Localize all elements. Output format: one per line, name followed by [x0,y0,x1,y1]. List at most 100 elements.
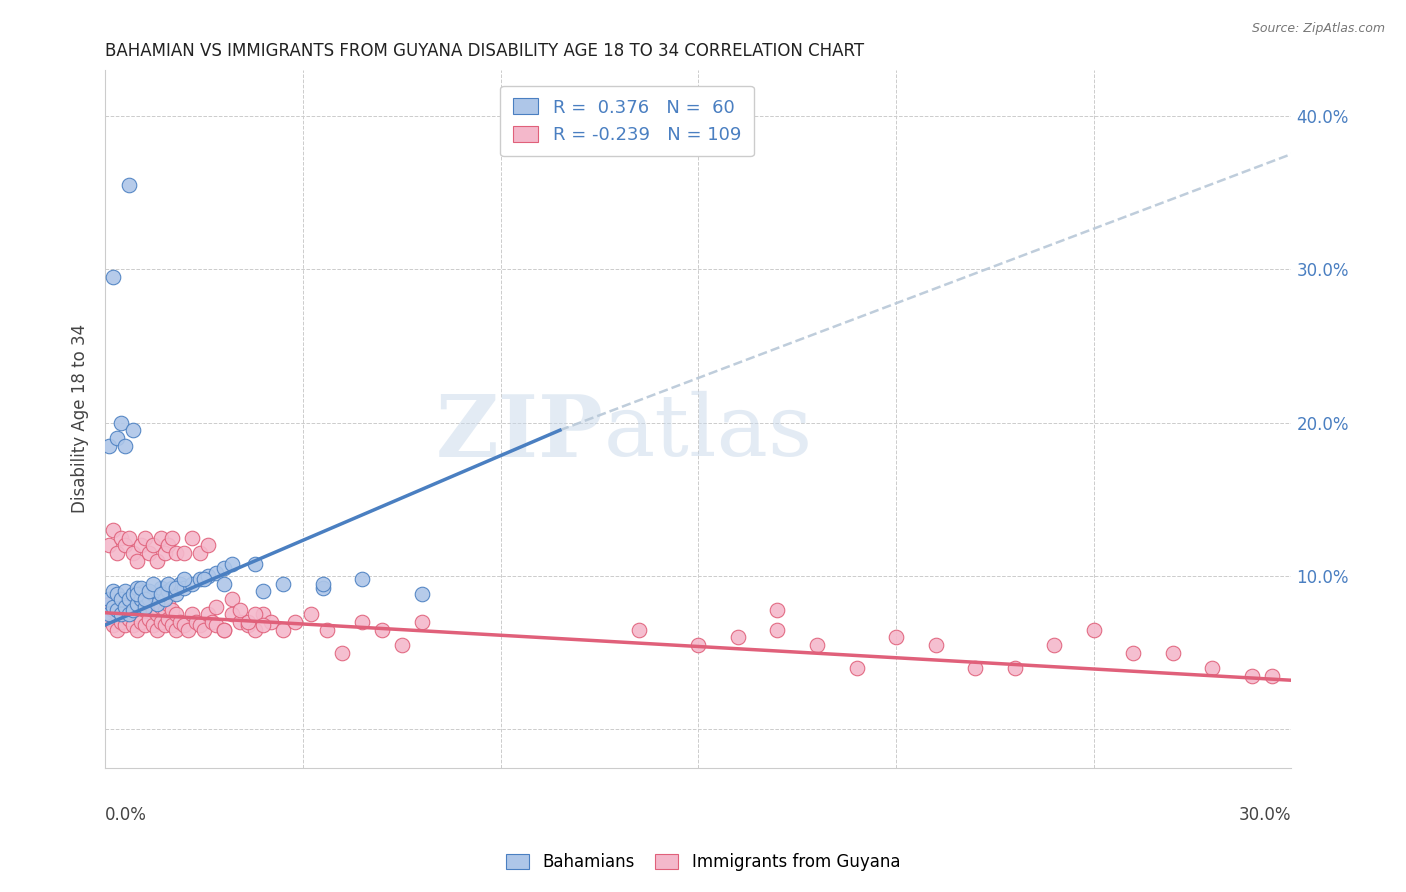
Point [101,599,124,614]
Point [157,584,180,599]
Legend: Bahamians, Immigrants from Guyana: Bahamians, Immigrants from Guyana [498,845,908,880]
Point [173,618,195,632]
Point [212,623,235,637]
Point [105,431,128,445]
Point [205,599,228,614]
Point [806,638,828,652]
Point [110,599,132,614]
Point [101,523,124,537]
Point [134,599,156,614]
Point [236,615,259,629]
Point [252,618,274,632]
Point [965,661,987,675]
Point [162,531,184,545]
Point [138,591,160,606]
Point [98,438,121,452]
Point [98,612,121,626]
Point [122,423,145,437]
Point [162,581,184,595]
Point [212,576,235,591]
Point [157,612,180,626]
Point [114,584,136,599]
Point [193,623,215,637]
Text: atlas: atlas [603,391,813,475]
Point [162,603,184,617]
Point [149,599,172,614]
Point [157,576,180,591]
Text: 30.0%: 30.0% [1239,806,1292,824]
Point [197,538,219,552]
Point [114,599,136,614]
Point [134,591,156,606]
Point [105,607,128,622]
Point [110,607,132,622]
Point [181,531,204,545]
Point [98,607,121,622]
Point [165,623,187,637]
Point [129,581,152,595]
Point [315,623,337,637]
Point [142,603,165,617]
Point [98,591,121,606]
Point [165,581,187,595]
Point [173,581,195,595]
Point [236,618,259,632]
Point [1122,646,1144,660]
Point [165,607,187,622]
Point [188,618,211,632]
Point [118,531,141,545]
Point [371,623,394,637]
Point [212,623,235,637]
Point [118,607,141,622]
Point [177,623,200,637]
Point [125,623,148,637]
Point [727,630,749,644]
Point [145,553,167,567]
Point [162,618,184,632]
Point [149,615,172,629]
Point [188,546,211,560]
Point [228,615,250,629]
Point [138,584,160,599]
Point [134,618,156,632]
Point [186,615,208,629]
Point [221,591,243,606]
Point [165,546,187,560]
Point [145,607,167,622]
Point [169,615,191,629]
Point [153,591,176,606]
Point [118,612,141,626]
Point [845,661,868,675]
Point [105,603,128,617]
Point [149,587,172,601]
Point [352,572,374,586]
Point [312,576,335,591]
Point [1083,623,1105,637]
Point [118,597,141,611]
Point [884,630,907,644]
Point [134,603,156,617]
Point [122,618,145,632]
Point [110,416,132,430]
Point [1043,638,1066,652]
Point [122,603,145,617]
Point [125,553,148,567]
Point [125,597,148,611]
Point [1240,668,1263,682]
Point [627,623,650,637]
Point [138,546,160,560]
Point [138,612,160,626]
Point [197,569,219,583]
Point [118,591,141,606]
Point [169,576,191,591]
Point [145,597,167,611]
Point [1161,646,1184,660]
Point [110,531,132,545]
Point [105,546,128,560]
Point [98,597,121,611]
Point [101,618,124,632]
Point [149,581,172,595]
Point [212,561,235,575]
Point [114,618,136,632]
Point [411,587,433,601]
